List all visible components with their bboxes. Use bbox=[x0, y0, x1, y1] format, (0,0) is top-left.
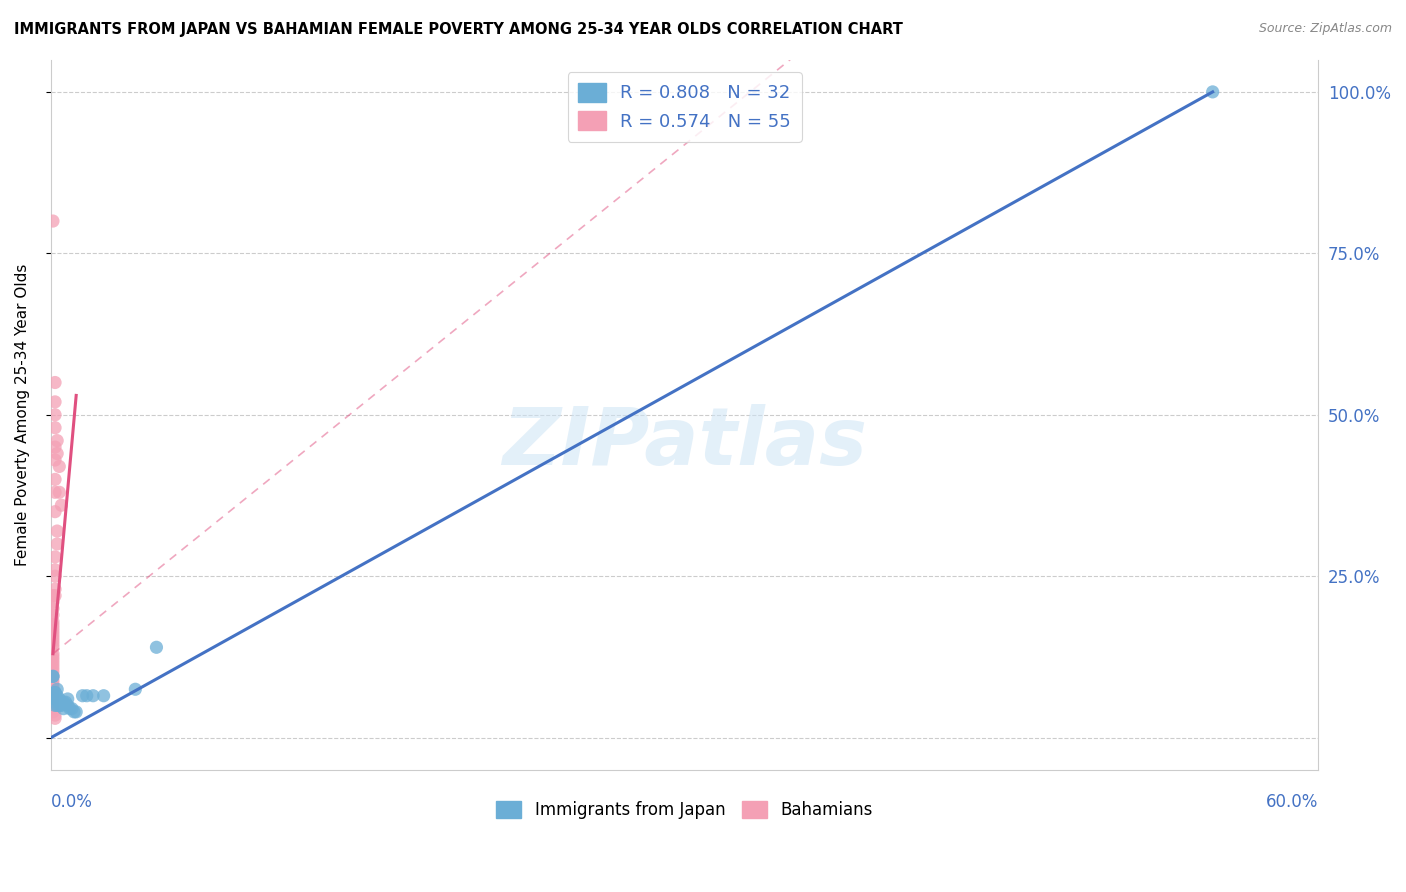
Point bbox=[60, 701, 83, 715]
Point bbox=[42, 673, 65, 687]
Point bbox=[46, 689, 69, 703]
Point bbox=[42, 659, 65, 673]
Point bbox=[42, 589, 65, 603]
Point bbox=[44, 408, 66, 422]
Point bbox=[44, 485, 66, 500]
Point bbox=[48, 692, 70, 706]
Point bbox=[56, 698, 79, 713]
Point bbox=[63, 705, 86, 719]
Point bbox=[44, 505, 66, 519]
Point bbox=[42, 682, 65, 697]
Point bbox=[44, 569, 66, 583]
Point bbox=[42, 701, 65, 715]
Point bbox=[48, 695, 70, 709]
Point bbox=[42, 595, 65, 609]
Text: ZIPatlas: ZIPatlas bbox=[502, 404, 868, 483]
Point bbox=[44, 582, 66, 597]
Point bbox=[46, 446, 69, 460]
Point bbox=[42, 685, 65, 699]
Point bbox=[82, 689, 104, 703]
Point bbox=[44, 453, 66, 467]
Point bbox=[52, 701, 75, 715]
Point bbox=[42, 647, 65, 661]
Point bbox=[42, 695, 65, 709]
Text: Source: ZipAtlas.com: Source: ZipAtlas.com bbox=[1258, 22, 1392, 36]
Point bbox=[42, 657, 65, 671]
Text: 0.0%: 0.0% bbox=[51, 793, 93, 811]
Point bbox=[76, 689, 98, 703]
Point bbox=[124, 682, 146, 697]
Point bbox=[51, 695, 73, 709]
Point bbox=[44, 549, 66, 564]
Point bbox=[42, 624, 65, 639]
Point bbox=[42, 689, 65, 703]
Point bbox=[42, 675, 65, 690]
Y-axis label: Female Poverty Among 25-34 Year Olds: Female Poverty Among 25-34 Year Olds bbox=[15, 264, 30, 566]
Text: IMMIGRANTS FROM JAPAN VS BAHAMIAN FEMALE POVERTY AMONG 25-34 YEAR OLDS CORRELATI: IMMIGRANTS FROM JAPAN VS BAHAMIAN FEMALE… bbox=[14, 22, 903, 37]
Point bbox=[42, 666, 65, 681]
Point bbox=[42, 637, 65, 651]
Text: 60.0%: 60.0% bbox=[1265, 793, 1319, 811]
Point bbox=[44, 472, 66, 486]
Point bbox=[42, 663, 65, 677]
Point bbox=[42, 669, 65, 683]
Point bbox=[42, 214, 65, 228]
Point bbox=[42, 705, 65, 719]
Point bbox=[42, 650, 65, 665]
Point bbox=[42, 631, 65, 645]
Point bbox=[65, 705, 87, 719]
Point bbox=[44, 711, 66, 725]
Point bbox=[72, 689, 94, 703]
Point bbox=[42, 615, 65, 629]
Point bbox=[46, 692, 69, 706]
Point bbox=[42, 669, 65, 683]
Point bbox=[44, 685, 66, 699]
Point bbox=[48, 485, 70, 500]
Point bbox=[55, 695, 77, 709]
Point bbox=[42, 669, 65, 683]
Point bbox=[48, 698, 70, 713]
Point bbox=[48, 459, 70, 474]
Point bbox=[42, 627, 65, 641]
Point bbox=[42, 640, 65, 655]
Point bbox=[46, 682, 69, 697]
Point bbox=[44, 589, 66, 603]
Point bbox=[51, 698, 73, 713]
Point bbox=[44, 395, 66, 409]
Point bbox=[145, 640, 167, 655]
Point bbox=[44, 692, 66, 706]
Point bbox=[44, 376, 66, 390]
Point bbox=[44, 698, 66, 713]
Point bbox=[44, 708, 66, 723]
Point bbox=[42, 617, 65, 632]
Point bbox=[93, 689, 115, 703]
Point bbox=[51, 498, 73, 512]
Point bbox=[42, 607, 65, 622]
Point bbox=[46, 537, 69, 551]
Point bbox=[42, 633, 65, 648]
Point bbox=[44, 421, 66, 435]
Point bbox=[42, 601, 65, 615]
Point bbox=[42, 692, 65, 706]
Point bbox=[46, 434, 69, 448]
Point bbox=[44, 685, 66, 699]
Point bbox=[46, 698, 69, 713]
Point bbox=[42, 653, 65, 667]
Point bbox=[42, 679, 65, 693]
Point bbox=[42, 698, 65, 713]
Legend: Immigrants from Japan, Bahamians: Immigrants from Japan, Bahamians bbox=[489, 794, 879, 826]
Point bbox=[52, 695, 75, 709]
Point bbox=[42, 621, 65, 635]
Point bbox=[44, 692, 66, 706]
Point bbox=[46, 524, 69, 538]
Point bbox=[59, 701, 82, 715]
Point bbox=[1201, 85, 1223, 99]
Point bbox=[44, 440, 66, 454]
Point bbox=[56, 692, 79, 706]
Point bbox=[44, 563, 66, 577]
